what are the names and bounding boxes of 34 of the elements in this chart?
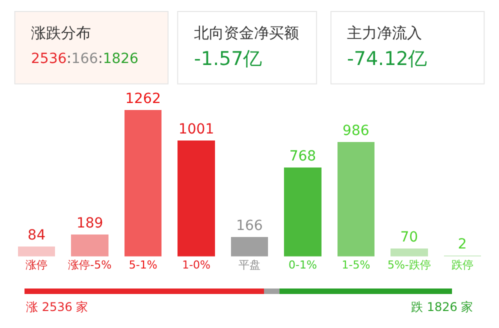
data-label: 84 [28, 228, 46, 244]
bar [18, 246, 56, 256]
data-label: 189 [76, 215, 104, 232]
x-tick-label: 涨停-5% [68, 258, 112, 272]
data-label: 1262 [125, 91, 161, 108]
data-label: 70 [400, 229, 418, 246]
bar [124, 110, 162, 256]
bar [230, 237, 268, 256]
text: 主力净流入 [347, 24, 422, 42]
text: 跌 1826 家 [411, 300, 474, 314]
x-tick-label: 1-0% [182, 258, 210, 272]
x-tick-label: 5%-跌停 [387, 258, 431, 272]
x-tick-label: 5-1% [128, 258, 158, 272]
bar [284, 167, 322, 256]
data-label: 2 [458, 236, 467, 252]
x-tick-label: 涨停 [26, 258, 48, 272]
text: 2536:166:1826 [31, 51, 139, 67]
bar [71, 234, 108, 256]
x-tick-label: 平盘 [238, 258, 260, 272]
bar [390, 248, 428, 256]
data-label: 166 [236, 218, 263, 234]
x-tick-label: 跌停 [451, 258, 474, 272]
text: -1.57亿 [194, 48, 262, 70]
x-tick-label: 1-5% [342, 258, 370, 272]
data-label: 768 [289, 148, 316, 164]
text: -74.12亿 [347, 48, 428, 70]
data-label: 986 [342, 123, 370, 140]
x-tick-label: 0-1% [288, 258, 317, 272]
text: 涨 2536 家 [26, 300, 88, 314]
bar [337, 142, 375, 256]
text: 涨跌分布 [31, 24, 91, 42]
data-label: 1001 [178, 121, 214, 138]
text: 北向资金净买额 [194, 24, 299, 42]
bar [178, 140, 215, 256]
